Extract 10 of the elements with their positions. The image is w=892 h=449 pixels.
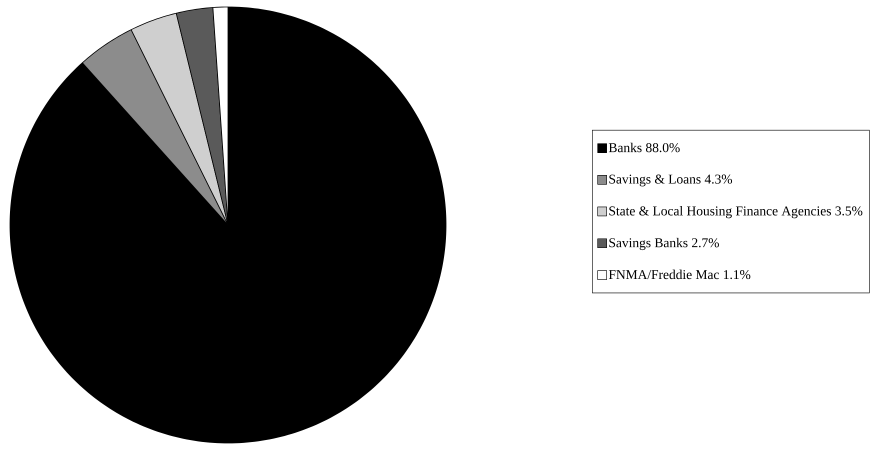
legend-label: Savings & Loans — [609, 174, 701, 186]
data-label: 4.3% — [704, 174, 732, 184]
data-label: 88.0% — [646, 143, 680, 152]
data-label: 3.5% — [835, 206, 862, 216]
legend-label: Savings Banks — [609, 238, 688, 250]
data-label: 1.1% — [724, 270, 750, 280]
legend-label: Banks — [608, 142, 642, 152]
data-label: 2.7% — [692, 238, 719, 248]
legend-label: State & Local Housing Finance Agencies — [609, 206, 831, 218]
legend-label: FNMA/Freddie Mac — [608, 270, 720, 280]
